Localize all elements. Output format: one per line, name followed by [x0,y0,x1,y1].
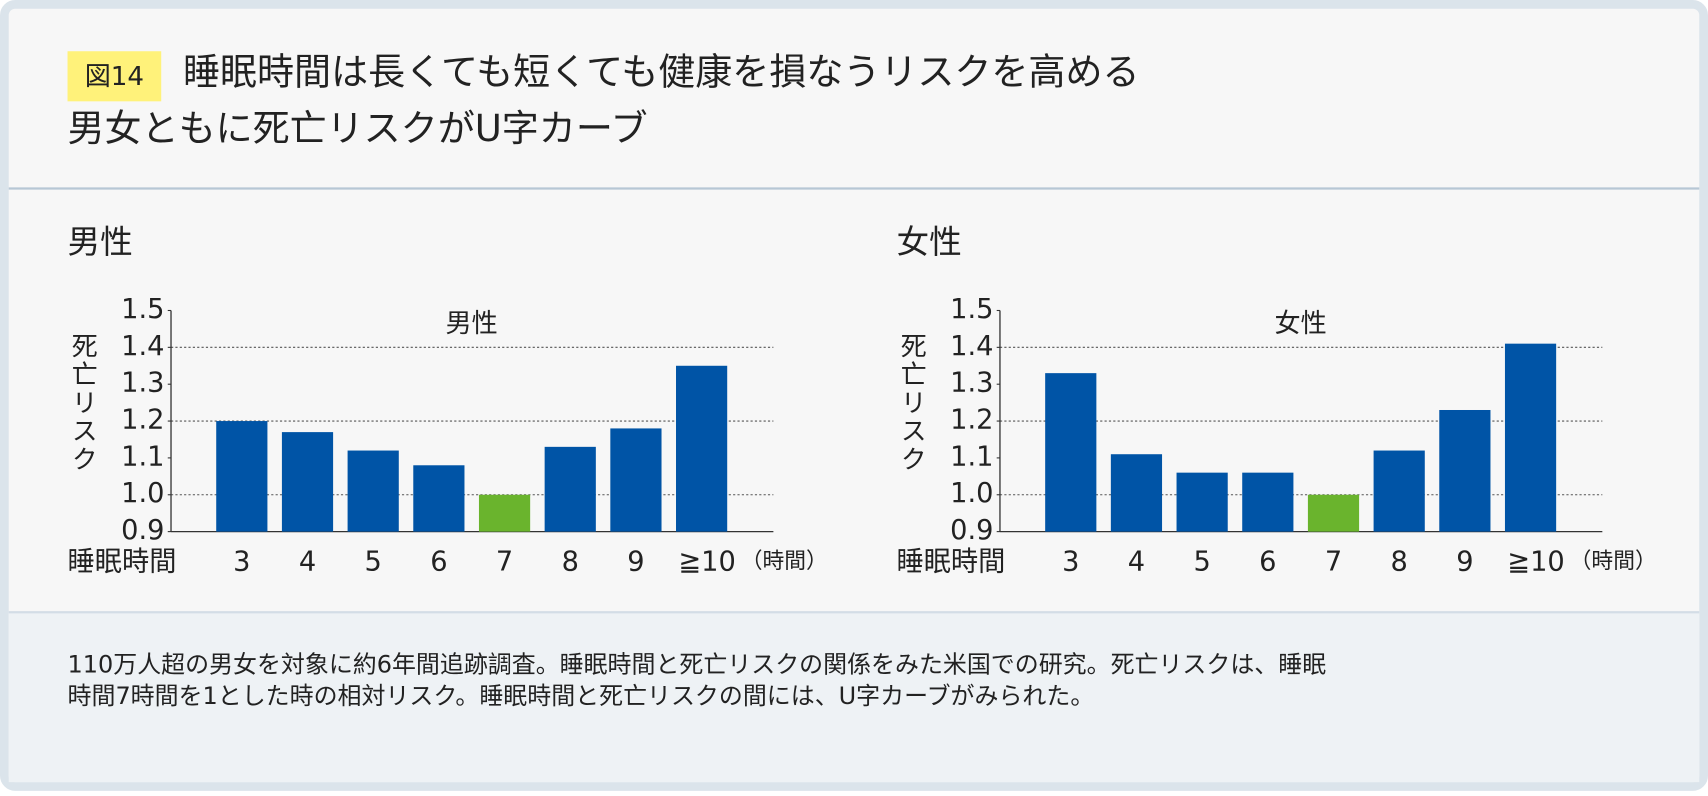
x-tick-label: 6 [1259,547,1276,578]
bar [478,494,531,532]
x-tick-label: 5 [365,547,382,578]
y-tick-label: 1.2 [950,405,993,436]
bar [216,421,268,532]
y-tick-label: 1.1 [121,441,164,472]
bar [1373,450,1425,532]
y-tick-label: 1.3 [950,368,993,399]
x-tick-label: 8 [562,547,579,578]
y-tick-label: 1.0 [121,478,164,509]
x-axis-label: 睡眠時間 [68,547,177,578]
x-tick-label: 8 [1391,547,1408,578]
x-unit: （時間） [1570,549,1657,574]
note-line: 時間7時間を1とした時の相対リスク。睡眠時間と死亡リスクの間には、U字カーブがみ… [68,682,1095,710]
bar [1307,494,1360,532]
y-tick-label: 1.5 [121,294,164,325]
badge [67,51,162,102]
y-tick-label: 1.5 [950,294,993,325]
x-axis-label: 睡眠時間 [896,547,1005,578]
x-tick-label: 3 [1062,547,1079,578]
bar [544,446,596,532]
x-unit: （時間） [741,549,828,574]
x-tick-label: 7 [1325,547,1342,578]
x-tick-label: 9 [627,547,644,578]
x-tick-label: 5 [1193,547,1210,578]
y-tick-label: 1.4 [121,331,164,362]
x-tick-label: 6 [430,547,447,578]
bar [1439,409,1491,532]
bar [1176,472,1228,532]
y-tick-label: 0.9 [121,515,164,546]
y-tick-label: 1.4 [950,331,993,362]
bar [610,428,662,532]
bar [1045,373,1097,532]
title-line: 男女ともに死亡リスクがU字カーブ [68,107,648,150]
bar [1242,472,1294,532]
chart-title: 男性 [446,309,498,339]
y-tick-label: 1.0 [950,478,993,509]
note-line: 110万人超の男女を対象に約6年間追跡調査。睡眠時間と死亡リスクの関係をみた米国… [68,651,1327,679]
chart-title: 女性 [1274,309,1326,339]
bar [281,432,334,532]
panel-heading: 男性 [68,223,133,261]
x-tick-label: ≧10 [678,547,735,578]
y-axis-label: 死亡リスク [896,332,927,474]
bar [1504,343,1557,532]
panel-heading: 女性 [896,223,961,261]
bar [413,465,465,532]
x-tick-label: 7 [496,547,513,578]
title-line: 睡眠時間は長くても短くても健康を損なうリスクを高める [183,51,1139,94]
y-tick-label: 1.2 [121,405,164,436]
x-tick-label: 4 [299,547,316,578]
badge-text: 図14 [85,62,144,92]
y-tick-label: 1.1 [950,441,993,472]
x-tick-label: 4 [1128,547,1145,578]
x-tick-label: ≧10 [1507,547,1564,578]
note-area [8,612,1700,783]
bar [347,450,399,532]
x-tick-label: 3 [233,547,250,578]
bar [1110,454,1163,532]
x-tick-label: 9 [1456,547,1473,578]
y-tick-label: 1.3 [121,368,164,399]
bar [676,365,728,532]
y-tick-label: 0.9 [950,515,993,546]
y-axis-label: 死亡リスク [67,332,98,474]
